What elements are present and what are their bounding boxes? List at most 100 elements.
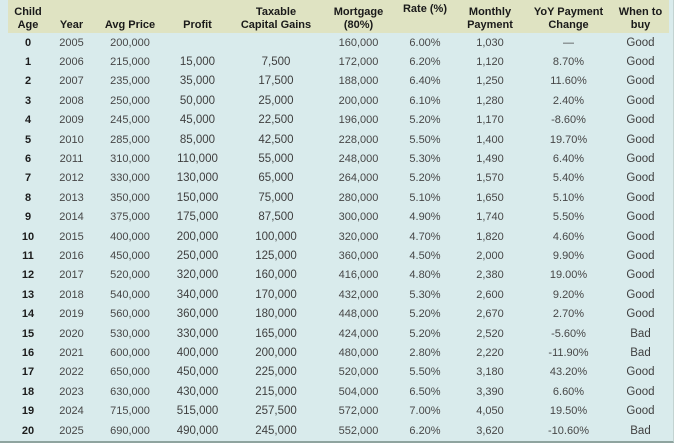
table-row: 12 2017 520,000 320,000 160,000 416,000 4.80% 2… (8, 266, 669, 285)
cell-when_to_buy: Good (626, 385, 655, 398)
cell-year: 2021 (59, 346, 84, 359)
cell-profit: 110,000 (177, 153, 218, 166)
cell-monthly_payment: 2,220 (476, 346, 504, 359)
cell-monthly_payment: 1,120 (476, 56, 504, 69)
cell-when_to_buy: Good (626, 114, 655, 127)
cell-taxable_capital_gains: 160,000 (255, 269, 297, 282)
cell-avg_price: 650,000 (110, 366, 150, 379)
cell-taxable_capital_gains: 200,000 (255, 346, 297, 359)
cell-child_age: 2 (24, 75, 32, 88)
cell-year: 2015 (59, 230, 84, 243)
cell-monthly_payment: 1,030 (476, 36, 504, 49)
cell-mortgage_80: 320,000 (338, 230, 379, 243)
cell-yoy_payment_change: 19.70% (549, 133, 588, 146)
cell-when_to_buy: Good (626, 94, 655, 107)
cell-yoy_payment_change: 8.70% (552, 56, 585, 69)
cell-year: 2009 (59, 114, 84, 127)
cell-avg_price: 250,000 (110, 94, 150, 107)
cell-mortgage_80: 432,000 (338, 288, 379, 301)
cell-yoy_payment_change: -8.60% (551, 114, 586, 127)
table-row: 2 2007 235,000 35,000 17,500 188,000 6.40% 1,25… (8, 72, 669, 91)
cell-year: 2008 (59, 94, 84, 107)
cell-yoy_payment_change: 2.40% (552, 94, 585, 107)
cell-monthly_payment: 1,400 (476, 133, 504, 146)
table-row: 3 2008 250,000 50,000 25,000 200,000 6.10% 1,28… (8, 91, 669, 110)
cell-avg_price: 310,000 (110, 153, 150, 166)
cell-avg_price: 245,000 (110, 114, 150, 127)
cell-rate_pct: 5.20% (409, 172, 441, 185)
column-header-when_to_buy: When to buy (618, 6, 663, 31)
cell-yoy_payment_change: 2.70% (552, 308, 585, 321)
cell-rate_pct: 5.30% (409, 288, 441, 301)
cell-rate_pct: 6.40% (409, 75, 441, 88)
cell-when_to_buy: Good (626, 288, 655, 301)
cell-profit: 130,000 (176, 172, 219, 185)
cell-when_to_buy: Good (626, 133, 655, 146)
cell-child_age: 16 (21, 346, 35, 359)
table-row: 0 2005 200,000 160,000 6.00% 1,030 — Good (8, 33, 669, 52)
cell-avg_price: 215,000 (110, 56, 150, 69)
cell-avg_price: 375,000 (110, 211, 150, 224)
cell-taxable_capital_gains: 65,000 (258, 172, 294, 185)
cell-yoy_payment_change: -10.60% (548, 424, 589, 437)
cell-profit: 200,000 (176, 230, 219, 243)
cell-rate_pct: 2.80% (409, 346, 441, 359)
cell-child_age: 13 (21, 288, 35, 301)
cell-rate_pct: 5.20% (409, 114, 441, 127)
cell-profit: 320,000 (176, 269, 219, 282)
cell-monthly_payment: 2,380 (476, 269, 504, 282)
cell-avg_price: 540,000 (110, 288, 150, 301)
cell-rate_pct: 6.10% (409, 94, 441, 107)
cell-taxable_capital_gains: 55,000 (258, 153, 294, 166)
column-header-avg_price: Avg Price (104, 19, 156, 31)
cell-taxable_capital_gains: 42,500 (258, 133, 294, 146)
cell-child_age: 11 (22, 249, 34, 262)
cell-profit: 175,000 (176, 211, 219, 224)
cell-child_age: 12 (21, 269, 35, 282)
cell-taxable_capital_gains: 225,000 (255, 366, 297, 379)
cell-yoy_payment_change: 19.00% (549, 269, 588, 282)
cell-yoy_payment_change: -5.60% (551, 327, 586, 340)
cell-taxable_capital_gains: 165,000 (255, 327, 297, 340)
cell-monthly_payment: 1,280 (476, 94, 504, 107)
cell-child_age: 14 (21, 308, 35, 321)
cell-when_to_buy: Good (626, 249, 655, 262)
cell-monthly_payment: 4,050 (476, 405, 504, 418)
cell-yoy_payment_change: 4.60% (552, 230, 585, 243)
cell-yoy_payment_change: 6.40% (552, 153, 585, 166)
cell-profit: 50,000 (179, 94, 216, 107)
cell-yoy_payment_change: 19.50% (549, 405, 588, 418)
cell-year: 2019 (59, 308, 84, 321)
cell-profit: 515,000 (176, 405, 219, 418)
cell-mortgage_80: 480,000 (338, 346, 379, 359)
cell-child_age: 7 (24, 172, 32, 185)
cell-mortgage_80: 360,000 (338, 249, 379, 262)
cell-yoy_payment_change: 9.20% (552, 288, 585, 301)
cell-mortgage_80: 196,000 (338, 114, 379, 127)
cell-profit: 250,000 (176, 249, 219, 262)
cell-mortgage_80: 200,000 (338, 94, 379, 107)
cell-monthly_payment: 1,650 (476, 191, 504, 204)
cell-profit: 35,000 (179, 75, 216, 88)
cell-avg_price: 235,000 (110, 75, 150, 88)
cell-mortgage_80: 188,000 (338, 75, 379, 88)
table-row: 16 2021 600,000 400,000 200,000 480,000 2.80% 2… (8, 343, 669, 362)
cell-monthly_payment: 1,820 (476, 230, 504, 243)
cell-yoy_payment_change: 6.60% (552, 385, 585, 398)
table-row: 6 2011 310,000 110,000 55,000 248,000 5.30% 1,4… (8, 149, 669, 168)
cell-avg_price: 200,000 (110, 36, 150, 49)
cell-rate_pct: 4.70% (409, 230, 441, 243)
cell-yoy_payment_change: 5.50% (552, 211, 585, 224)
cell-mortgage_80: 160,000 (338, 36, 379, 49)
cell-avg_price: 715,000 (110, 405, 150, 418)
cell-taxable_capital_gains: 7,500 (261, 56, 291, 69)
cell-year: 2007 (59, 75, 84, 88)
cell-year: 2013 (59, 191, 84, 204)
cell-rate_pct: 6.20% (409, 424, 441, 437)
cell-when_to_buy: Good (626, 56, 655, 69)
cell-avg_price: 600,000 (110, 346, 150, 359)
cell-when_to_buy: Good (626, 405, 655, 418)
cell-rate_pct: 5.10% (409, 191, 441, 204)
table-row: 8 2013 350,000 150,000 75,000 280,000 5.10% 1,6… (8, 188, 669, 207)
cell-monthly_payment: 2,520 (476, 327, 504, 340)
